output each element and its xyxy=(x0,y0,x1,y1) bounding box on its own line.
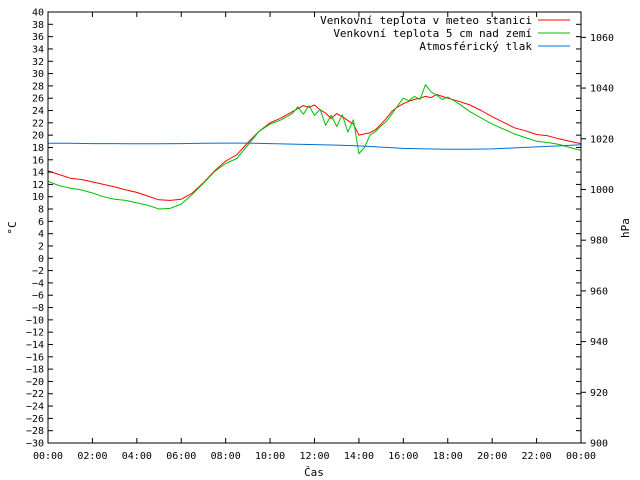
y-right-tick-label: 940 xyxy=(590,337,608,348)
series-line-1 xyxy=(47,94,582,201)
x-tick-label: 12:00 xyxy=(299,451,329,462)
x-tick-label: 00:00 xyxy=(33,451,63,462)
series-line-3 xyxy=(48,142,582,150)
y-left-tick-label: 32 xyxy=(32,57,44,68)
legend-label-1: Venkovní teplota v meteo stanici xyxy=(320,14,532,27)
y-left-tick-label: −22 xyxy=(26,389,44,400)
x-tick-label: 18:00 xyxy=(433,451,463,462)
y-right-tick-label: 1020 xyxy=(590,134,614,145)
legend-label-3: Atmosférický tlak xyxy=(419,40,532,53)
y-left-tick-label: −20 xyxy=(26,377,44,388)
y-left-tick-label: 28 xyxy=(32,81,44,92)
x-tick-label: 16:00 xyxy=(388,451,418,462)
x-tick-label: 08:00 xyxy=(211,451,241,462)
y-left-tick-label: 22 xyxy=(32,118,44,129)
y-left-tick-label: 34 xyxy=(32,44,44,55)
y-axis-left-title: °C xyxy=(6,221,19,234)
y-left-tick-label: 6 xyxy=(38,217,44,228)
y-left-tick-label: −4 xyxy=(32,278,44,289)
y-left-tick-label: 20 xyxy=(32,131,44,142)
y-left-tick-label: 38 xyxy=(32,20,44,31)
y-left-tick-label: 40 xyxy=(32,8,44,19)
x-tick-label: 06:00 xyxy=(166,451,196,462)
y-left-tick-label: 36 xyxy=(32,32,44,43)
y-right-tick-label: 1040 xyxy=(590,84,614,95)
chart-axis-ticks: 4038363432302826242220181614121086420−2−… xyxy=(26,8,614,463)
y-left-tick-label: −30 xyxy=(26,439,44,450)
y-left-tick-label: 2 xyxy=(38,241,44,252)
y-left-tick-label: −2 xyxy=(32,266,44,277)
x-tick-label: 04:00 xyxy=(122,451,152,462)
y-left-tick-label: −8 xyxy=(32,303,44,314)
y-left-tick-label: −24 xyxy=(26,402,44,413)
x-tick-label: 00:00 xyxy=(566,451,596,462)
y-left-tick-label: 26 xyxy=(32,94,44,105)
y-left-tick-label: −10 xyxy=(26,315,44,326)
legend-label-2: Venkovní teplota 5 cm nad zemí xyxy=(333,27,532,40)
series-line-2 xyxy=(47,84,582,210)
x-axis-title: Čas xyxy=(304,466,324,479)
y-left-tick-label: 24 xyxy=(32,106,44,117)
y-right-tick-label: 960 xyxy=(590,286,608,297)
x-tick-label: 02:00 xyxy=(77,451,107,462)
y-right-tick-label: 1000 xyxy=(590,185,614,196)
y-right-tick-label: 900 xyxy=(590,439,608,450)
y-left-tick-label: −12 xyxy=(26,328,44,339)
chart-legend: Venkovní teplota v meteo staniciVenkovní… xyxy=(320,14,570,53)
y-left-tick-label: −18 xyxy=(26,365,44,376)
x-tick-label: 14:00 xyxy=(344,451,374,462)
y-left-tick-label: 0 xyxy=(38,254,44,265)
chart-series-layer xyxy=(47,84,582,210)
x-tick-label: 22:00 xyxy=(522,451,552,462)
y-left-tick-label: −26 xyxy=(26,414,44,425)
y-left-tick-label: −14 xyxy=(26,340,44,351)
x-tick-label: 20:00 xyxy=(477,451,507,462)
y-right-tick-label: 920 xyxy=(590,388,608,399)
y-left-tick-label: 10 xyxy=(32,192,44,203)
y-left-tick-label: −16 xyxy=(26,352,44,363)
y-axis-right-title: hPa xyxy=(619,218,632,238)
y-left-tick-label: 8 xyxy=(38,205,44,216)
plot-area-frame xyxy=(47,11,582,444)
y-right-tick-label: 980 xyxy=(590,236,608,247)
y-left-tick-label: −28 xyxy=(26,426,44,437)
y-left-tick-label: 12 xyxy=(32,180,44,191)
y-right-tick-label: 1060 xyxy=(590,33,614,44)
y-left-tick-label: 18 xyxy=(32,143,44,154)
y-left-tick-label: 14 xyxy=(32,168,44,179)
y-left-tick-label: 30 xyxy=(32,69,44,80)
x-tick-label: 10:00 xyxy=(255,451,285,462)
y-left-tick-label: −6 xyxy=(32,291,44,302)
y-left-tick-label: 16 xyxy=(32,155,44,166)
y-left-tick-label: 4 xyxy=(38,229,44,240)
